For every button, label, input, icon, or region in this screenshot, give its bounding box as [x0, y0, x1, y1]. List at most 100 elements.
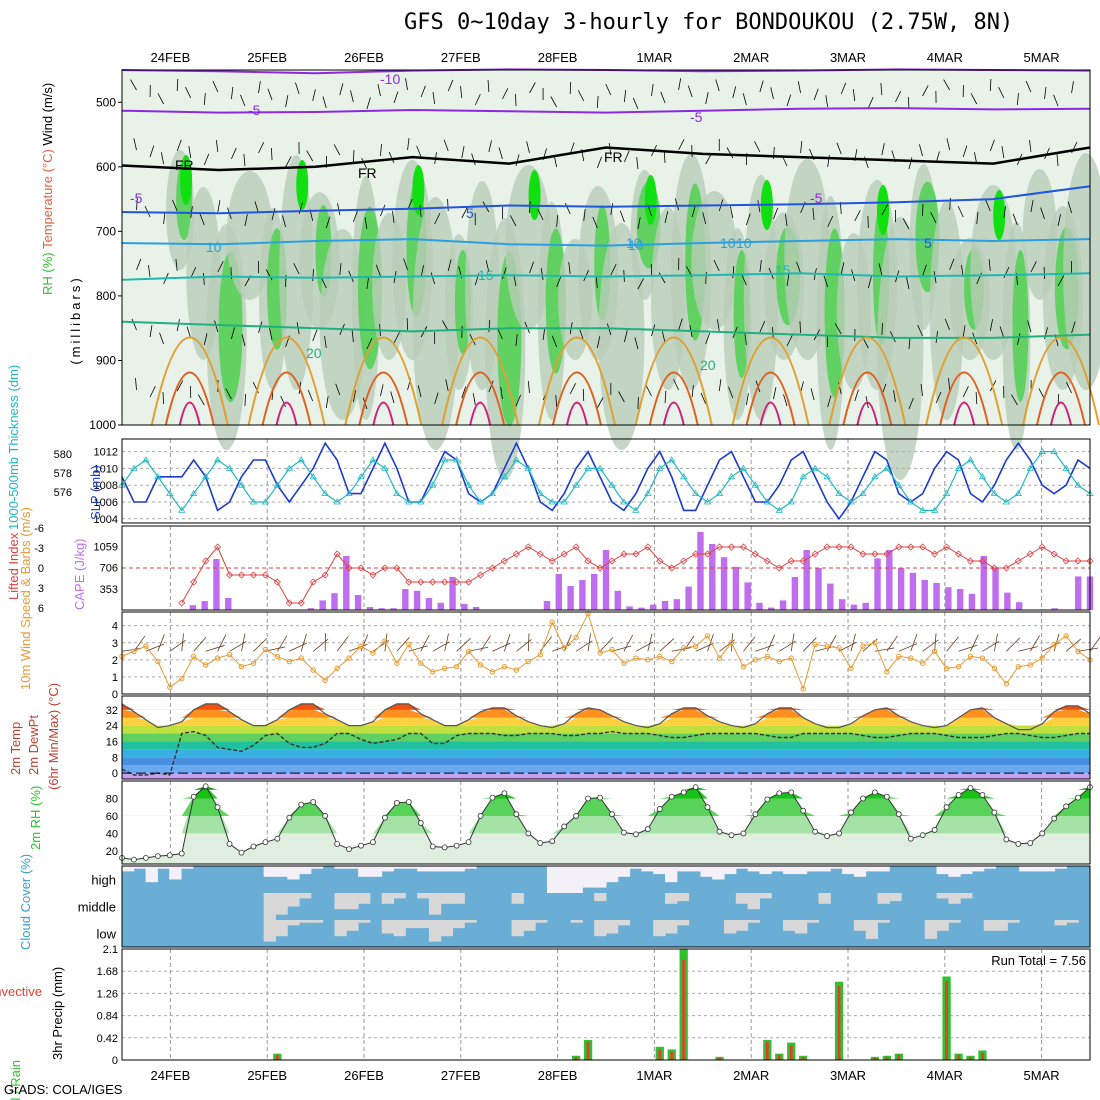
- wind-barb: [203, 93, 206, 106]
- wind-barb: [269, 328, 273, 341]
- wind-barb: [488, 380, 494, 393]
- cloud-ylabel: Cloud Cover (%): [18, 854, 33, 950]
- li-marker: [799, 557, 807, 565]
- run-total-label: Run Total = 7.56: [991, 953, 1086, 968]
- li-marker: [954, 550, 963, 558]
- panel-ylabel: RH (%) Temperature (°C) Wind (m/s): [40, 83, 55, 295]
- time-label-bottom: 25FEB: [247, 1068, 287, 1083]
- cape-bar: [897, 568, 905, 610]
- wind-barb: [203, 273, 205, 286]
- li-marker: [345, 564, 353, 572]
- wind-barb-10m: [886, 635, 898, 652]
- wind-barb: [432, 92, 436, 105]
- rh2m-marker: [788, 789, 795, 796]
- thickness-marker: [345, 489, 353, 496]
- wind-barb: [813, 88, 819, 101]
- wind-barb-10m: [766, 634, 776, 652]
- rh-shade: [929, 201, 964, 420]
- precip-tick-label: 0: [112, 1055, 118, 1067]
- li-marker: [680, 557, 688, 565]
- cape-bar: [1051, 608, 1058, 610]
- precip-conv-bar: [275, 1054, 279, 1060]
- contour-label: 5: [924, 235, 932, 251]
- wind-barb: [919, 144, 923, 157]
- wind-barb: [339, 83, 344, 96]
- cloud-gap: [546, 866, 560, 893]
- wind-barb: [485, 260, 490, 273]
- y-tick-label: 600: [96, 160, 116, 174]
- wind-barb: [447, 198, 449, 212]
- rh-bright: [993, 190, 1006, 240]
- wind-barb: [867, 276, 872, 289]
- wind-barb: [922, 264, 927, 277]
- cloud-gap: [428, 920, 442, 942]
- thickness-marker: [464, 481, 473, 488]
- wind-barb: [306, 150, 314, 162]
- y-tick-label: 800: [96, 289, 116, 303]
- thickness-marker: [608, 481, 616, 488]
- wind-barb: [136, 198, 138, 211]
- thickness-marker: [1002, 498, 1011, 505]
- wind10m-marker: [418, 660, 424, 666]
- wind-barb: [160, 152, 165, 165]
- wind-barb: [989, 139, 995, 152]
- thickness-marker: [429, 481, 437, 488]
- rh2m-marker: [609, 811, 615, 818]
- cape-bar: [319, 600, 326, 610]
- wind-barb: [623, 90, 627, 103]
- rh2m-marker: [883, 793, 890, 800]
- rh2m-marker: [154, 853, 161, 860]
- wind-barb: [529, 200, 531, 214]
- rh2m-marker: [429, 843, 436, 850]
- thickness-marker: [261, 498, 270, 505]
- cloud-gap: [983, 920, 997, 931]
- wind-barb: [267, 88, 273, 101]
- rh-shade: [598, 223, 645, 450]
- wind-barb-10m: [695, 643, 714, 652]
- temp-contour-35: [372, 401, 395, 426]
- y-tick-label: 1000: [89, 418, 116, 432]
- cape-bar: [744, 582, 751, 610]
- li-marker: [333, 550, 341, 558]
- wind10m-marker: [274, 653, 281, 660]
- wind-barb: [949, 258, 955, 271]
- thickness-marker: [369, 456, 377, 463]
- cape-bar: [650, 604, 657, 610]
- cloud-gap: [865, 866, 879, 872]
- wind10m-marker: [573, 634, 579, 641]
- cloud-gap: [381, 893, 395, 904]
- cloud-gap: [511, 893, 524, 904]
- li-marker: [644, 543, 652, 551]
- temp-contour-25: [828, 336, 907, 426]
- thickness-marker: [930, 506, 939, 513]
- cloud-gap: [653, 920, 666, 937]
- cloud-gap: [310, 866, 324, 869]
- wind10m-marker: [609, 646, 615, 653]
- wind-barb: [540, 268, 544, 281]
- wind-barb: [366, 337, 373, 350]
- cape-bar: [354, 595, 362, 610]
- slp-ylabel: SLP (mb): [88, 465, 103, 520]
- wind-barb: [596, 156, 602, 169]
- wind-barb: [529, 261, 535, 274]
- rh2m-marker: [860, 795, 866, 802]
- rh-tick-label: 60: [106, 811, 118, 823]
- cloud-gap: [346, 893, 359, 910]
- cloud-gap: [724, 866, 737, 875]
- rh2m-marker: [286, 814, 293, 821]
- thickness-marker: [572, 481, 580, 488]
- wind10m-marker: [1015, 663, 1021, 670]
- li-marker: [190, 578, 198, 586]
- thickness-marker: [225, 464, 234, 471]
- temp-contour-5: [121, 185, 1091, 215]
- cloud-gap: [771, 866, 784, 872]
- wind-barb: [496, 327, 503, 340]
- cloud-gap: [275, 920, 288, 937]
- contour-label: 10: [736, 235, 752, 251]
- wind-barb-10m: [850, 633, 856, 652]
- cape-bar: [638, 607, 645, 610]
- temp-band: [122, 733, 1090, 742]
- rh-bright: [528, 170, 541, 220]
- wind-barb: [265, 269, 273, 281]
- temp-contour-35: [565, 401, 588, 426]
